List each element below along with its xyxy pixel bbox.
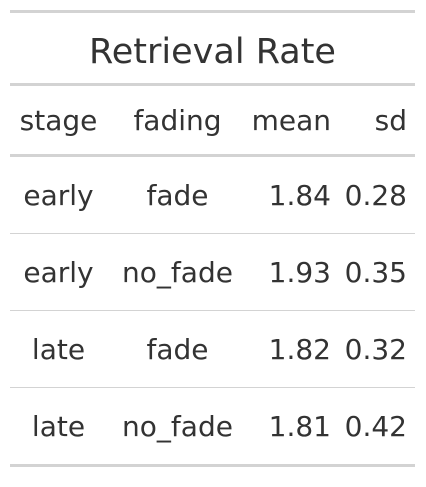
table-row: early fade 1.84 0.28: [10, 157, 415, 233]
cell-fading: no_fade: [122, 255, 233, 289]
column-header-sd: sd: [374, 103, 407, 137]
cell-sd: 0.35: [344, 255, 407, 289]
cell-sd: 0.28: [344, 178, 407, 212]
cell-mean: 1.82: [268, 332, 331, 366]
cell-fading: no_fade: [122, 409, 233, 443]
cell-sd: 0.32: [344, 332, 407, 366]
row-divider: [10, 387, 415, 388]
cell-stage: late: [31, 332, 86, 366]
column-header-stage: stage: [19, 103, 98, 137]
header-rule: [10, 154, 415, 157]
table-header-row: stage fading mean sd: [10, 86, 415, 154]
cell-fading: fade: [146, 332, 209, 366]
table-row: late fade 1.82 0.32: [10, 311, 415, 387]
row-divider: [10, 233, 415, 234]
title-rule: [10, 83, 415, 86]
cell-sd: 0.42: [344, 409, 407, 443]
table-row: early no_fade 1.93 0.35: [10, 234, 415, 310]
table-row: late no_fade 1.81 0.42: [10, 388, 415, 464]
table-top-rule: [10, 10, 415, 13]
table-title: Retrieval Rate: [89, 32, 336, 72]
cell-fading: fade: [146, 178, 209, 212]
cell-stage: late: [31, 409, 86, 443]
cell-mean: 1.84: [268, 178, 331, 212]
column-header-fading: fading: [133, 103, 222, 137]
table-bottom-rule: [10, 464, 415, 467]
column-header-mean: mean: [251, 103, 331, 137]
summary-table: Retrieval Rate stage fading mean sd earl…: [10, 10, 415, 467]
cell-stage: early: [23, 255, 94, 289]
cell-mean: 1.81: [268, 409, 331, 443]
cell-stage: early: [23, 178, 94, 212]
row-divider: [10, 310, 415, 311]
cell-mean: 1.93: [268, 255, 331, 289]
